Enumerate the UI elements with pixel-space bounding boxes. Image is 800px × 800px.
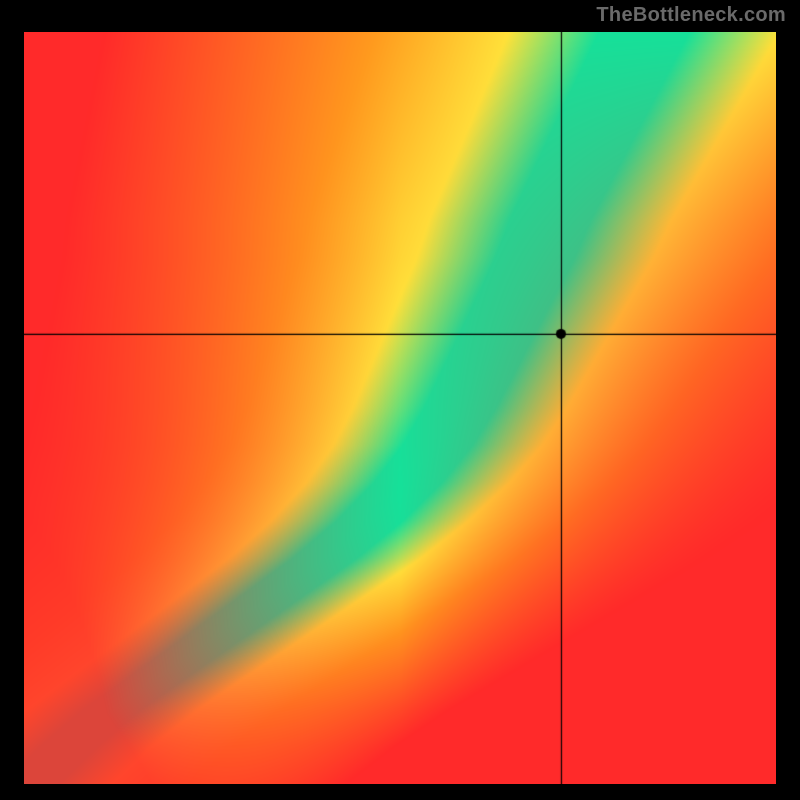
- watermark-text: TheBottleneck.com: [596, 4, 786, 27]
- figure-container: TheBottleneck.com: [0, 0, 800, 800]
- bottleneck-heatmap: [24, 32, 776, 784]
